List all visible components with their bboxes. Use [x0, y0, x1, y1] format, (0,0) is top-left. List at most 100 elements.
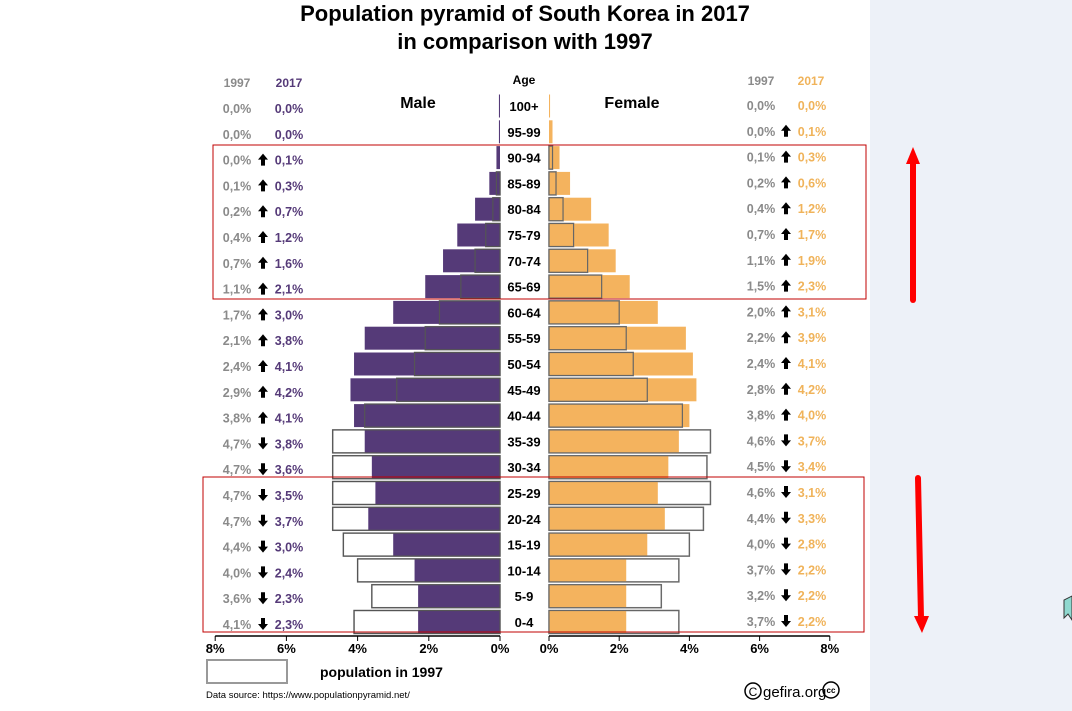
- age-group-label: 15-19: [507, 538, 540, 553]
- copyright-icon: C: [744, 682, 762, 700]
- male-1997-value: 4,7%: [223, 463, 252, 477]
- bar-female-1997-outline: [548, 403, 683, 428]
- female-1997-value: 0,0%: [747, 125, 776, 139]
- age-group-label: 50-54: [507, 357, 541, 372]
- bar-female-1997-outline: [548, 455, 708, 480]
- age-group-label: 30-34: [507, 460, 541, 475]
- male-1997-header: 1997: [224, 76, 251, 90]
- male-1997-value: 0,2%: [223, 205, 252, 219]
- bar-female-2017: [549, 120, 553, 144]
- red-arrow-down-shaft: [915, 475, 924, 621]
- chart-title: Population pyramid of South Korea in 201…: [300, 1, 750, 26]
- male-2017-value: 3,0%: [275, 541, 304, 555]
- arrow-up-icon: [781, 408, 791, 421]
- male-x-tick-label: 8%: [206, 641, 225, 656]
- age-group-label: 60-64: [507, 305, 541, 320]
- arrow-up-icon: [781, 279, 791, 292]
- female-1997-value: 3,8%: [747, 409, 776, 423]
- arrow-up-icon: [258, 205, 268, 218]
- age-group-label: 85-89: [507, 176, 540, 191]
- arrow-down-icon: [781, 486, 791, 498]
- female-1997-value: 3,7%: [747, 563, 776, 577]
- male-1997-value: 2,4%: [223, 360, 252, 374]
- legend-label: population in 1997: [320, 664, 443, 680]
- bar-female-2017: [549, 507, 665, 531]
- age-group-label: 80-84: [507, 202, 541, 217]
- male-2017-value: 0,0%: [275, 128, 304, 142]
- highlight-box-young: [202, 476, 865, 633]
- bar-female-2017: [549, 275, 630, 299]
- female-1997-value: 2,8%: [747, 383, 776, 397]
- chart-subtitle: in comparison with 1997: [397, 29, 653, 54]
- male-1997-value: 4,7%: [223, 515, 252, 529]
- bar-male-1997-outline: [492, 197, 501, 222]
- female-1997-header: 1997: [748, 74, 775, 88]
- female-1997-value: 4,4%: [747, 512, 776, 526]
- bar-female-2017: [549, 146, 560, 170]
- bar-female-1997-outline: [548, 222, 575, 248]
- arrow-down-icon: [258, 514, 268, 527]
- age-group-label: 0-4: [515, 615, 535, 630]
- chart-panel: [202, 0, 870, 711]
- male-2017-value: 4,1%: [275, 412, 304, 426]
- bar-male-2017: [498, 94, 500, 118]
- bar-female-1997-outline: [548, 274, 603, 299]
- arrow-down-icon: [781, 563, 791, 576]
- male-1997-value: 1,1%: [223, 283, 252, 297]
- bar-male-2017: [414, 558, 500, 582]
- svg-text:C: C: [749, 685, 758, 699]
- female-2017-value: 0,1%: [798, 125, 827, 139]
- bar-female-2017: [549, 584, 627, 608]
- bar-male-2017: [393, 300, 500, 324]
- arrow-up-icon: [258, 282, 268, 295]
- age-group-label: 5-9: [515, 589, 534, 604]
- male-2017-value: 1,6%: [275, 257, 304, 271]
- bar-male-2017: [354, 352, 500, 376]
- female-2017-value: 3,1%: [798, 486, 827, 500]
- male-2017-value: 3,5%: [275, 489, 304, 503]
- bar-female-1997-outline: [548, 506, 705, 531]
- bar-female-2017: [549, 481, 658, 505]
- male-2017-value: 3,6%: [275, 463, 304, 477]
- bar-male-1997-outline: [332, 455, 501, 480]
- age-group-label: 10-14: [507, 563, 541, 578]
- bar-male-1997-outline: [364, 403, 501, 428]
- female-2017-value: 2,8%: [798, 538, 827, 552]
- female-1997-value: 1,5%: [747, 280, 776, 294]
- bar-male-2017: [489, 171, 500, 195]
- male-2017-value: 2,3%: [275, 618, 304, 632]
- female-2017-value: 4,2%: [798, 383, 827, 397]
- bar-female-2017: [549, 429, 679, 453]
- arrow-down-icon: [258, 489, 268, 501]
- male-2017-value: 3,7%: [275, 515, 304, 529]
- bar-male-1997-outline: [332, 429, 501, 454]
- female-1997-value: 3,2%: [747, 589, 776, 603]
- bar-male-2017: [368, 507, 500, 531]
- age-group-label: 70-74: [507, 254, 541, 269]
- arrow-down-icon: [258, 618, 268, 630]
- female-2017-value: 1,2%: [798, 202, 827, 216]
- arrow-up-icon: [781, 382, 791, 395]
- male-2017-value: 2,3%: [275, 592, 304, 606]
- male-1997-value: 4,0%: [223, 566, 252, 580]
- arrow-down-icon: [258, 463, 268, 476]
- arrow-up-icon: [781, 357, 791, 369]
- female-2017-value: 3,4%: [798, 460, 827, 474]
- arrow-up-icon: [258, 411, 268, 424]
- female-1997-value: 1,1%: [747, 254, 776, 268]
- female-x-tick-label: 2%: [610, 641, 629, 656]
- female-2017-value: 3,1%: [798, 305, 827, 319]
- female-2017-value: 3,9%: [798, 331, 827, 345]
- arrow-up-icon: [258, 231, 268, 243]
- arrow-down-icon: [781, 434, 791, 447]
- male-1997-value: 0,0%: [223, 154, 252, 168]
- bar-female-2017: [549, 171, 571, 195]
- male-1997-value: 0,0%: [223, 102, 252, 116]
- arrow-down-icon: [781, 537, 791, 550]
- age-group-label: 95-99: [507, 125, 540, 140]
- female-2017-value: 0,0%: [798, 99, 827, 113]
- arrow-down-icon: [781, 460, 791, 473]
- svg-text:cc: cc: [827, 686, 836, 695]
- bar-female-1997-outline: [548, 300, 620, 325]
- bar-female-2017: [549, 300, 658, 324]
